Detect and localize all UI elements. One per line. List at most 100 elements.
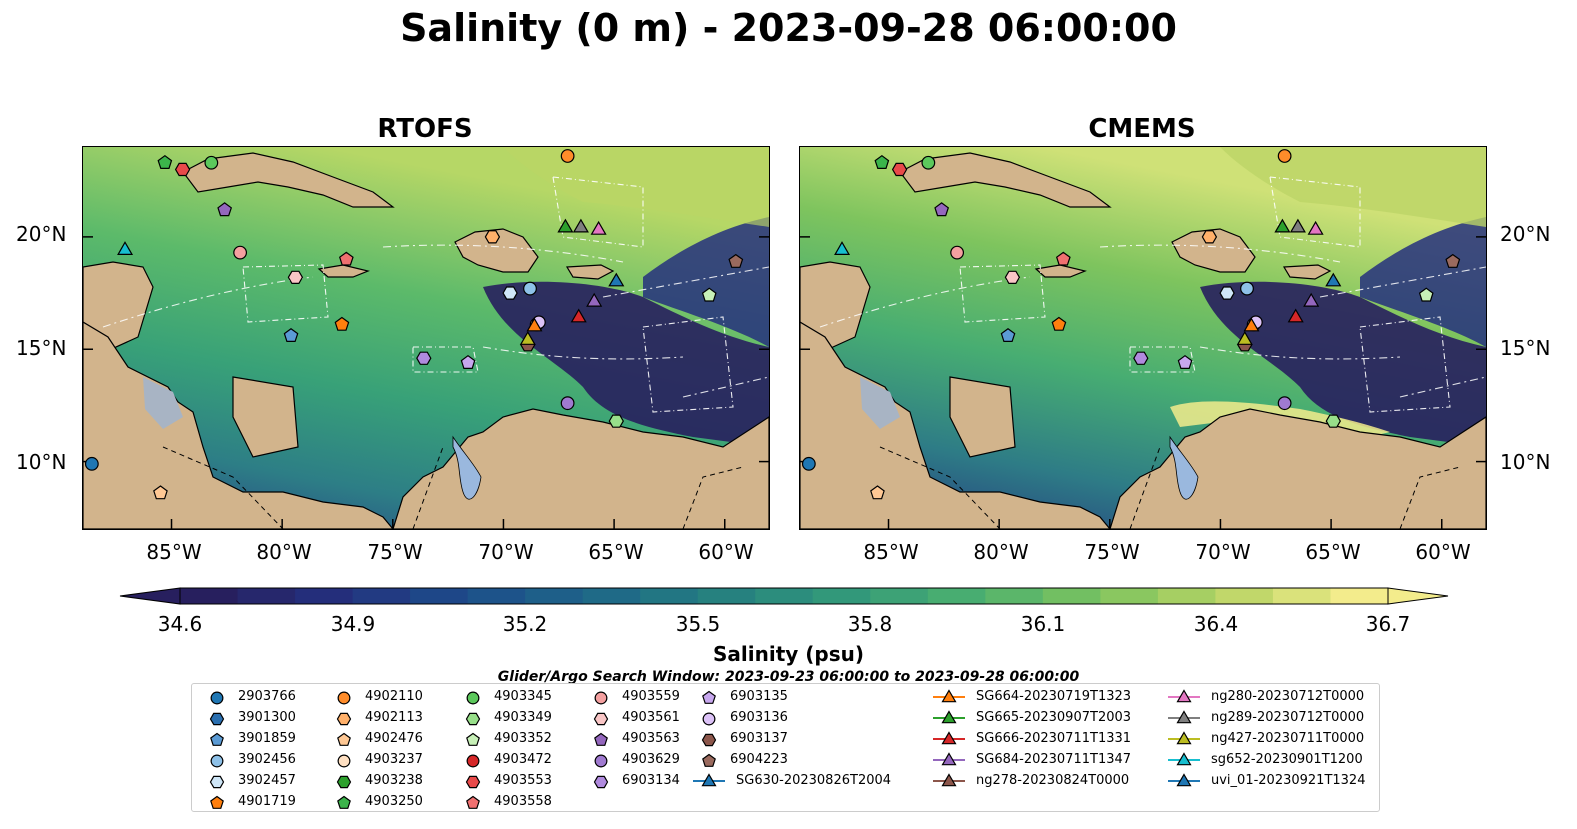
marker-4903345: [466, 691, 480, 705]
legend: 2903766 3901300 3901859 3902456 3902457 49017…: [191, 683, 1380, 812]
marker-4903558: [1055, 251, 1071, 266]
marker-4903345: [921, 155, 936, 170]
legend-symbol: [466, 754, 480, 768]
colorbar-extend-low: [119, 587, 181, 605]
land: [317, 264, 370, 278]
marker-3901859: [283, 328, 299, 342]
search-window-note: Glider/Argo Search Window: 2023-09-23 06…: [497, 669, 1080, 685]
marker-6903134: [416, 351, 432, 365]
legend-label: 4903553: [494, 773, 552, 788]
legend-label: 4903629: [622, 752, 680, 767]
legend-symbol: [701, 733, 717, 747]
legend-label: SG630-20230826T2004: [736, 773, 892, 788]
marker-4903559: [594, 691, 608, 705]
colorbar-label: Salinity (psu): [712, 642, 864, 666]
marker-ng280-20230712T0000: [1307, 220, 1324, 235]
colorbar-segment: [1272, 588, 1332, 604]
legend-symbol: [210, 732, 224, 746]
land: [182, 152, 395, 208]
marker-4903629: [594, 754, 608, 768]
eez-boundaries: [959, 176, 1451, 413]
marker-4903561: [593, 712, 609, 726]
lake-maracaibo: [1169, 435, 1199, 500]
legend-symbol: [209, 775, 225, 789]
marker-SG666-20230711T1331: [1287, 308, 1304, 323]
legend-label: 4903472: [494, 752, 552, 767]
legend-label: SG664-20230719T1323: [976, 689, 1132, 704]
marker-4903352: [466, 732, 480, 746]
legend-label: 6903136: [730, 710, 788, 725]
marker-ng427-20230711T0000: [519, 331, 536, 345]
legend-symbol: [337, 795, 351, 809]
marker-SG684-20230711T1347: [941, 752, 957, 766]
legend-symbol: [593, 775, 609, 789]
colorbar-segment: [870, 588, 929, 604]
marker-3901859: [210, 732, 224, 746]
legend-symbol: [1168, 773, 1200, 787]
marker-2903766: [84, 456, 99, 471]
lat-label-15: 15°N: [16, 336, 67, 360]
legend-symbol: [933, 710, 965, 724]
marker-4903349: [608, 414, 624, 428]
eez-boundaries: [102, 244, 769, 398]
colorbar-tick: 35.8: [847, 612, 893, 636]
colorbar-segment: [697, 588, 756, 604]
colorbar-frame: [179, 587, 1389, 605]
marker-4903345: [204, 155, 219, 170]
legend-symbol: [594, 754, 608, 768]
marker-4901719: [334, 316, 350, 331]
marker-4903352: [701, 287, 717, 302]
legend-label: 4902113: [365, 710, 423, 725]
lake-maracaibo: [452, 435, 482, 500]
marker-3902456: [210, 754, 224, 768]
marker-4902113: [336, 712, 352, 726]
marker-4902110: [1277, 149, 1292, 163]
lat-label-10: 10°N: [16, 450, 67, 474]
marker-sg652-20230901T1200: [117, 241, 134, 256]
lake-nicaragua: [860, 377, 900, 429]
lon-label-70-b: 70°W: [1195, 540, 1251, 564]
lon-label-65-b: 65°W: [1305, 540, 1361, 564]
colorbar-tick: 34.9: [330, 612, 376, 636]
land: [392, 408, 769, 529]
country-borders: [162, 446, 744, 529]
legend-symbol: [337, 732, 351, 746]
legend-label: 2903766: [238, 689, 296, 704]
colorbar-segment: [467, 588, 526, 604]
marker-3902456: [523, 281, 537, 296]
colorbar-extend-high: [1387, 587, 1449, 605]
marker-4903561: [1004, 270, 1021, 284]
marker-uvi_01-20230921T1324: [1176, 773, 1192, 787]
legend-label: 4903345: [494, 689, 552, 704]
legend-symbol: [337, 691, 351, 705]
marker-3901859: [1000, 328, 1016, 342]
marker-uvi_01-20230921T1324: [608, 272, 625, 287]
marker-4902110: [337, 691, 351, 705]
legend-symbol: [702, 753, 716, 767]
legend-label: 4903250: [365, 794, 423, 809]
legend-symbol: [593, 712, 609, 726]
marker-2903766: [210, 691, 224, 705]
low-salinity-patch: [1360, 217, 1486, 347]
land: [949, 376, 1016, 458]
marker-6903136: [702, 712, 716, 726]
map-rtofs: [82, 146, 770, 530]
map-rtofs-svg: [83, 147, 769, 529]
legend-symbol: [933, 773, 965, 787]
legend-label: 6903137: [730, 731, 788, 746]
colorbar-segment: [640, 588, 699, 604]
colorbar-segment: [352, 588, 411, 604]
legend-label: 4903349: [494, 710, 552, 725]
marker-6903137: [701, 733, 717, 747]
marker-4903472: [466, 754, 480, 768]
legend-symbol: [466, 691, 480, 705]
legend-label: 4901719: [238, 794, 296, 809]
legend-label: ng278-20230824T0000: [976, 773, 1130, 788]
legend-label: 6903135: [730, 689, 788, 704]
marker-4901719: [210, 795, 224, 809]
low-salinity-patch: [643, 217, 769, 347]
colorbar-segment: [582, 588, 641, 604]
marker-4902476: [870, 485, 885, 500]
marker-3902456: [1240, 281, 1254, 296]
legend-label: 3901300: [238, 710, 296, 725]
